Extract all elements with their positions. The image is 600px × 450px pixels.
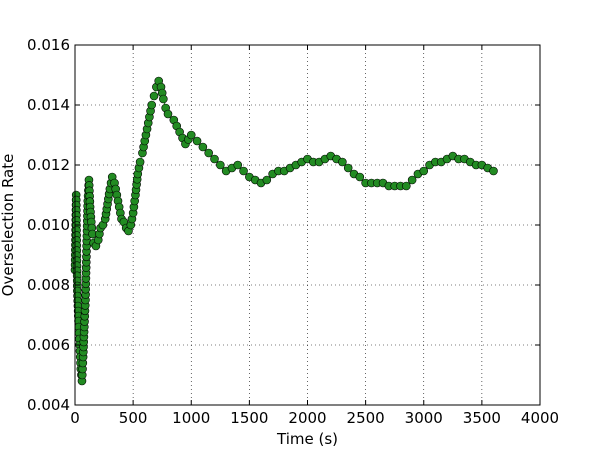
data-point-marker [355,172,365,182]
y-tick-label: 0.016 [27,36,70,54]
x-tick-label: 500 [119,409,148,427]
data-point-marker [147,100,157,110]
y-tick-label: 0.010 [27,216,70,234]
data-point-marker [239,166,248,176]
y-tick-label: 0.012 [27,156,70,174]
x-tick-label: 2000 [288,409,326,427]
data-point-marker [163,109,173,119]
data-point-marker [233,160,243,170]
y-tick-label: 0.008 [27,276,70,294]
data-point-marker [343,163,353,173]
data-point-marker [489,166,498,176]
x-tick-label: 3000 [405,409,443,427]
data-series [70,76,498,386]
y-tick-label: 0.014 [27,96,70,114]
x-tick-label: 1500 [230,409,268,427]
y-tick-label: 0.004 [27,396,70,414]
x-tick-label: 2500 [347,409,385,427]
data-point-marker [186,130,196,140]
data-point-marker [159,94,168,104]
x-tick-label: 4000 [521,409,559,427]
data-point-marker [402,181,411,191]
x-axis-label: Time (s) [276,430,338,448]
data-point-marker [204,148,213,158]
data-point-marker [149,91,159,101]
data-point-marker [216,160,225,170]
y-tick-labels: 0.004 0.006 0.008 0.010 0.012 0.014 0.016 [27,36,70,414]
y-tick-label: 0.006 [27,336,70,354]
data-point-marker [135,157,145,167]
x-tick-labels: 0 500 1000 1500 2000 2500 3000 3500 4000 [70,409,559,427]
data-point-marker [419,166,429,176]
data-point-marker [407,175,417,185]
x-tick-label: 0 [70,409,80,427]
data-point-marker [210,154,219,164]
x-tick-label: 3500 [463,409,501,427]
data-point-marker [192,136,202,146]
data-point-marker [198,142,208,152]
data-point-marker [338,157,347,167]
x-tick-label: 1000 [172,409,210,427]
series-line [74,79,494,382]
grid [75,45,540,405]
data-point-marker [262,175,272,185]
y-axis-label: Overselection Rate [0,154,17,297]
axis-ticks [74,44,541,406]
